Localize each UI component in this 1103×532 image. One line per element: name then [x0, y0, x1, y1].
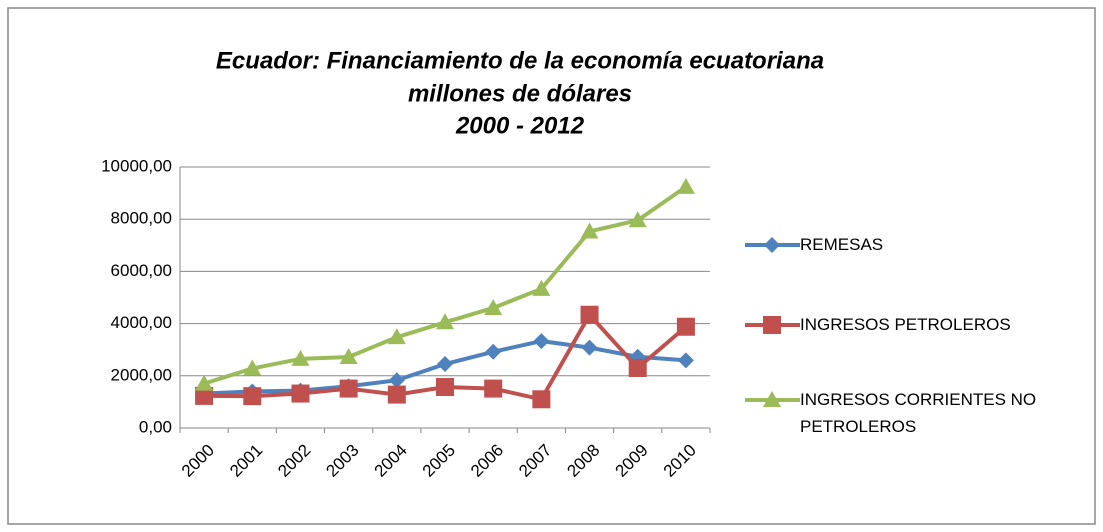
marker — [436, 378, 454, 397]
marker — [195, 374, 214, 391]
marker — [763, 391, 781, 407]
y-tick-label: 10000,00 — [101, 156, 172, 175]
marker — [388, 372, 405, 389]
marker — [533, 333, 550, 350]
marker — [339, 379, 358, 398]
marker — [387, 328, 406, 345]
marker — [676, 317, 695, 336]
marker — [581, 339, 598, 356]
legend-label: REMESAS — [800, 235, 884, 254]
marker — [437, 356, 453, 373]
marker — [243, 387, 262, 406]
marker — [763, 316, 781, 334]
marker — [580, 305, 599, 324]
marker — [387, 385, 406, 404]
chart-title: millones de dólares — [408, 80, 632, 107]
chart-frame — [7, 7, 1096, 525]
marker — [436, 313, 454, 330]
y-tick-label: 6000,00 — [111, 261, 172, 280]
marker — [339, 348, 358, 365]
marker — [677, 352, 694, 369]
marker — [195, 386, 214, 405]
y-tick-label: 8000,00 — [111, 209, 172, 228]
marker — [484, 379, 503, 398]
y-tick-label: 4000,00 — [111, 313, 172, 332]
marker — [628, 358, 647, 377]
marker — [628, 211, 647, 228]
marker — [291, 349, 310, 366]
y-tick-label: 0,00 — [139, 417, 172, 436]
marker — [243, 359, 262, 376]
marker — [532, 390, 551, 409]
legend-label: INGRESOS CORRIENTES NO PETROLEROS — [800, 390, 1037, 436]
chart-title: 2000 - 2012 — [455, 112, 585, 139]
marker — [676, 177, 695, 194]
marker — [764, 237, 780, 253]
marker — [580, 222, 599, 239]
chart-title: Ecuador: Financiamiento de la economía e… — [216, 47, 824, 74]
marker — [532, 279, 551, 296]
marker — [484, 298, 503, 315]
legend-label: INGRESOS PETROLEROS — [800, 315, 1011, 334]
y-tick-label: 2000,00 — [111, 365, 172, 384]
marker — [485, 343, 502, 360]
marker — [291, 384, 310, 403]
